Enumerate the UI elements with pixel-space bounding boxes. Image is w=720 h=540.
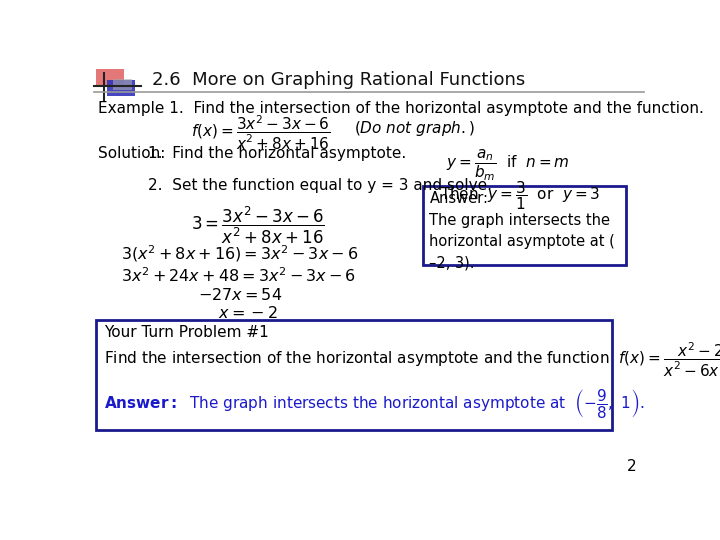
Text: 1.  Find the horizontal asymptote.: 1. Find the horizontal asymptote. — [148, 146, 406, 161]
Text: 2.  Set the function equal to y = 3 and solve.: 2. Set the function equal to y = 3 and s… — [148, 178, 492, 193]
Text: $f(x) = \dfrac{3x^2 - 3x - 6}{x^2 + 8x + 16}$: $f(x) = \dfrac{3x^2 - 3x - 6}{x^2 + 8x +… — [191, 114, 330, 152]
Text: Solution:: Solution: — [98, 146, 165, 161]
Bar — [107, 80, 135, 96]
Text: Then  $y = \dfrac{3}{1}$  or  $y = 3$: Then $y = \dfrac{3}{1}$ or $y = 3$ — [441, 179, 600, 212]
FancyBboxPatch shape — [96, 320, 612, 430]
FancyBboxPatch shape — [423, 186, 626, 265]
Text: $y = \dfrac{a_n}{b_m}$  if  $n = m$: $y = \dfrac{a_n}{b_m}$ if $n = m$ — [446, 148, 570, 183]
Text: 2: 2 — [626, 460, 636, 475]
Text: Find the intersection of the horizontal asymptote and the function  $f(x) = \dfr: Find the intersection of the horizontal … — [104, 341, 720, 380]
Text: Example 1.  Find the intersection of the horizontal asymptote and the function.: Example 1. Find the intersection of the … — [98, 101, 703, 116]
Bar — [96, 70, 124, 85]
Text: $x = -2$: $x = -2$ — [218, 305, 277, 321]
Text: $3 = \dfrac{3x^2 - 3x - 6}{x^2 + 8x + 16}$: $3 = \dfrac{3x^2 - 3x - 6}{x^2 + 8x + 16… — [191, 205, 325, 246]
Text: $3x^2 + 24x + 48 = 3x^2 - 3x - 6$: $3x^2 + 24x + 48 = 3x^2 - 3x - 6$ — [121, 267, 356, 285]
Text: $-27x = 54$: $-27x = 54$ — [199, 287, 283, 302]
Bar — [113, 79, 132, 90]
Text: $\bf{Answer:}$  The graph intersects the horizontal asymptote at  $\left(-\dfrac: $\bf{Answer:}$ The graph intersects the … — [104, 387, 644, 420]
Text: Answer:
The graph intersects the
horizontal asymptote at (
–2, 3).: Answer: The graph intersects the horizon… — [429, 191, 616, 271]
Text: Your Turn Problem #1: Your Turn Problem #1 — [104, 325, 269, 340]
Text: $3\left(x^2 + 8x + 16\right) = 3x^2 - 3x - 6$: $3\left(x^2 + 8x + 16\right) = 3x^2 - 3x… — [121, 244, 359, 264]
Text: 2.6  More on Graphing Rational Functions: 2.6 More on Graphing Rational Functions — [152, 71, 526, 89]
Text: $(Do\ not\ graph.)$: $(Do\ not\ graph.)$ — [354, 119, 474, 138]
